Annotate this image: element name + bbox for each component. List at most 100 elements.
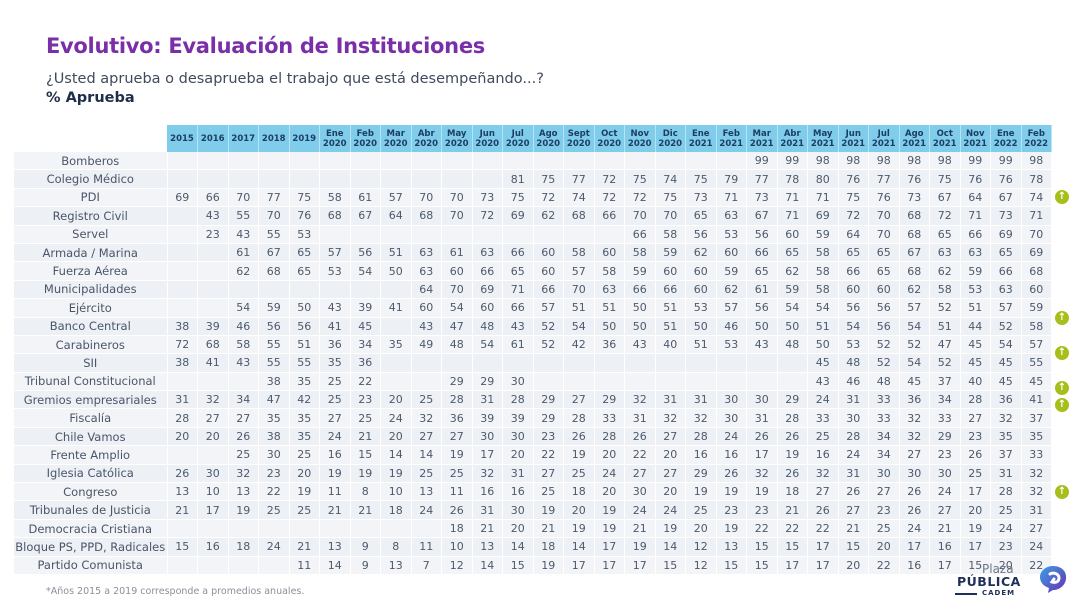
approval-value: 30	[929, 464, 961, 484]
approval-value: 27	[838, 500, 869, 520]
approval-value: 47	[258, 390, 290, 410]
approval-value: 71	[716, 188, 747, 208]
approval-value: 32	[228, 464, 259, 484]
approval-value: 23	[990, 537, 1022, 557]
approval-value: 30	[899, 464, 930, 484]
approval-value: 59	[960, 261, 991, 281]
approval-value: 22	[624, 445, 656, 465]
approval-value: 24	[838, 445, 869, 465]
approval-value: 77	[746, 169, 778, 189]
column-header-year: 2020	[444, 138, 469, 149]
institution-name: Bloque PS, PPD, Radicales	[14, 537, 168, 557]
approval-value: 17	[197, 500, 229, 520]
approval-value: 34	[868, 445, 900, 465]
table-row: Gremios empresariales 31 32 34 47 42 25 23 20 25 2…	[14, 390, 1052, 410]
approval-value: 70	[868, 206, 900, 226]
approval-value: 13	[319, 537, 351, 557]
approval-value: 35	[289, 427, 320, 447]
approval-value: 15	[655, 556, 686, 575]
approval-value: 34	[929, 390, 961, 410]
approval-value: 14	[380, 445, 412, 465]
approval-value	[502, 225, 534, 244]
column-header-period: 2019	[292, 133, 317, 144]
approval-value: 33	[807, 408, 839, 428]
approval-value	[289, 152, 320, 171]
approval-value: 26	[563, 427, 595, 447]
approval-value: 45	[807, 353, 839, 373]
approval-value: 23	[533, 427, 564, 447]
approval-value: 65	[685, 206, 717, 226]
approval-value	[533, 372, 564, 392]
approval-value: 99	[990, 152, 1022, 171]
approval-value: 25	[228, 445, 259, 465]
approval-value: 63	[411, 243, 442, 263]
approval-value: 48	[838, 353, 869, 373]
approval-value	[624, 353, 656, 373]
approval-value: 23	[868, 500, 900, 520]
approval-value: 25	[411, 390, 442, 410]
table-row: Armada / Marina 61 67 65 57 56 51 63 61 63 66 60 58 6…	[14, 243, 1052, 263]
approval-value: 64	[411, 280, 442, 300]
column-header-year: 2021	[749, 138, 774, 149]
approval-value: 20	[868, 537, 900, 557]
column-header-period: Oct	[936, 128, 953, 139]
column-header-year: 2020	[597, 138, 622, 149]
approval-value: 36	[441, 408, 473, 428]
approval-value: 38	[258, 427, 290, 447]
column-header-year: 2020	[353, 138, 378, 149]
approval-value: 31	[502, 464, 534, 484]
approval-value: 76	[289, 206, 320, 226]
approval-value	[228, 372, 259, 392]
approval-value: 62	[899, 280, 930, 300]
approval-value: 9	[350, 556, 381, 575]
approval-value: 71	[960, 206, 991, 226]
approval-value	[563, 225, 595, 244]
approval-value: 17	[929, 556, 961, 575]
approval-value: 54	[838, 317, 869, 336]
approval-value: 25	[868, 519, 900, 539]
approval-value: 51	[289, 335, 320, 355]
approval-value: 54	[441, 298, 473, 318]
approval-value: 41	[197, 353, 229, 373]
approval-value: 75	[624, 169, 656, 189]
approval-value: 47	[441, 317, 473, 336]
approval-value: 43	[411, 317, 442, 336]
table-row: PDI 69 66 70 77 75 58 61 57 70 70 73 75 72 74 72 72 75 73 7…	[14, 188, 1052, 208]
column-header-period: 2015	[170, 133, 194, 144]
approval-value: 17	[807, 537, 839, 557]
approval-value	[411, 225, 442, 244]
approval-value: 32	[624, 390, 656, 410]
approval-value: 66	[624, 225, 656, 244]
approval-value: 32	[899, 427, 930, 447]
approval-value: 39	[350, 298, 381, 318]
approval-value: 51	[807, 317, 839, 336]
approval-value: 74	[563, 188, 595, 208]
approval-value: 66	[624, 280, 656, 300]
approval-value: 30	[716, 390, 747, 410]
approval-value: 50	[807, 335, 839, 355]
approval-value: 65	[929, 225, 961, 244]
approval-value: 51	[685, 335, 717, 355]
approval-value: 32	[1021, 464, 1052, 484]
approval-value: 56	[746, 225, 778, 244]
column-header: Nov 2021	[960, 125, 991, 152]
approval-value: 56	[258, 317, 290, 336]
arrow-up-circle-icon: ↑	[1055, 311, 1069, 326]
approval-value: 74	[655, 169, 686, 189]
approval-value: 62	[929, 261, 961, 281]
approval-value: 73	[472, 188, 503, 208]
approval-value: 58	[228, 335, 259, 355]
column-header: Ago 2020	[533, 125, 564, 152]
approval-value: 70	[441, 206, 473, 226]
approval-value: 66	[838, 261, 869, 281]
approval-value: 16	[716, 445, 747, 465]
approval-value: 32	[197, 390, 229, 410]
approval-value: 30	[502, 372, 534, 392]
table-row: Democracia Cristiana 18 21 20 21 19 19 21 19 20 19…	[14, 519, 1052, 539]
approval-value: 59	[807, 225, 839, 244]
approval-value: 65	[990, 243, 1022, 263]
approval-value	[441, 225, 473, 244]
approval-value: 30	[838, 408, 869, 428]
approval-value	[319, 152, 351, 171]
approval-value: 76	[838, 169, 869, 189]
